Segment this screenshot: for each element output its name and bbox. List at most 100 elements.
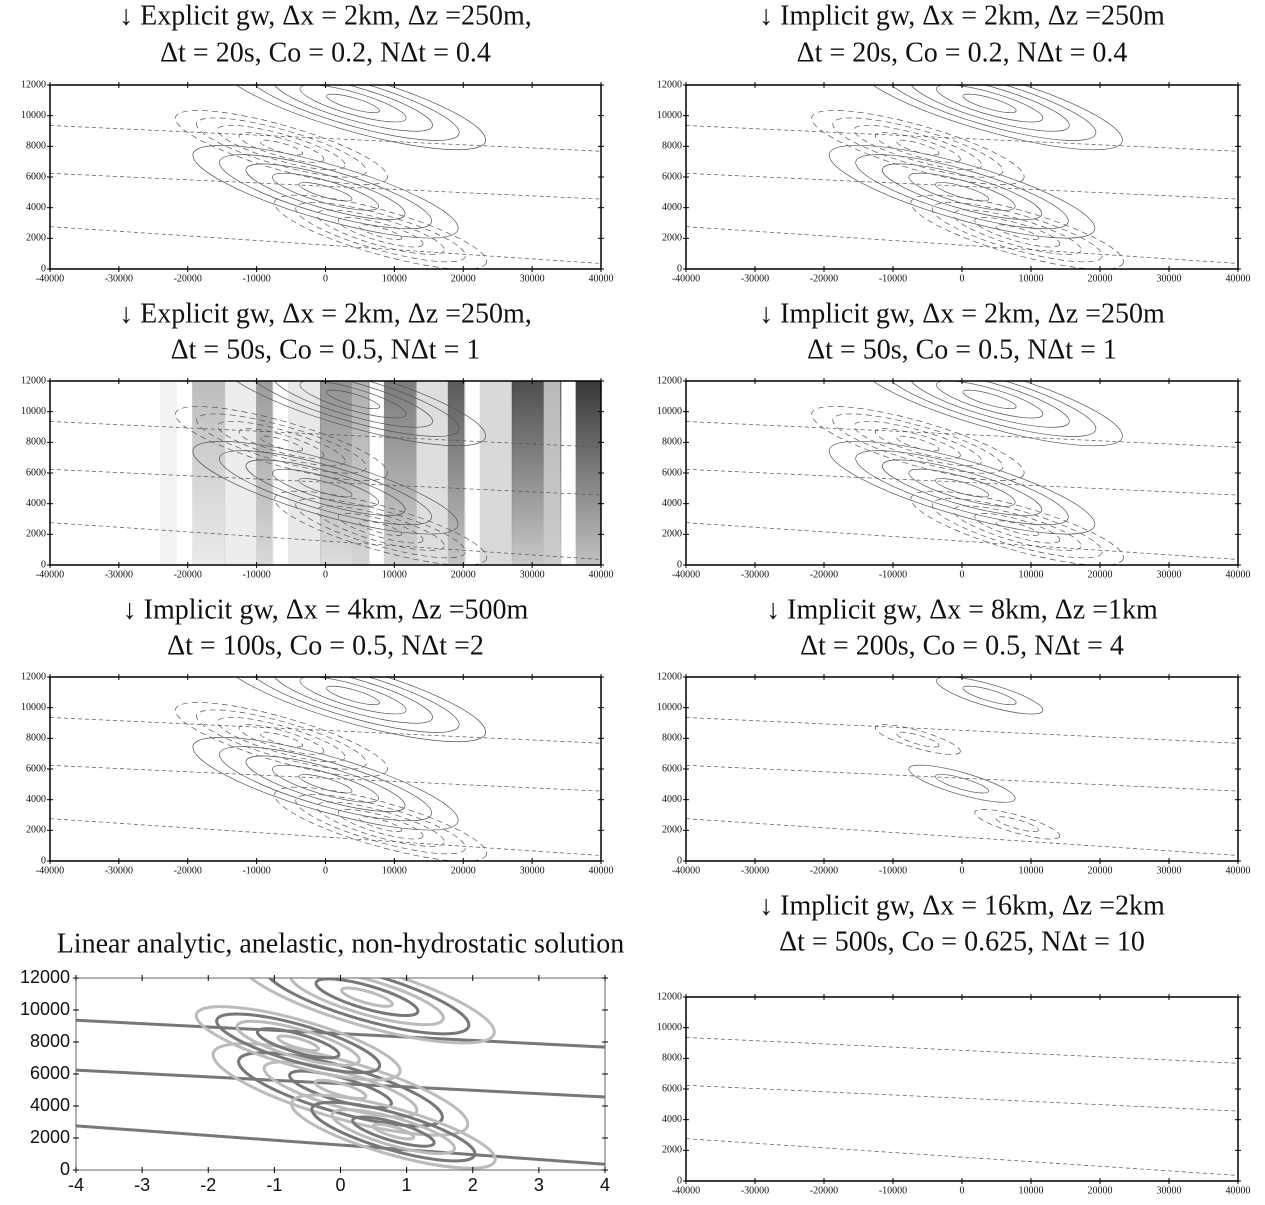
x-tick-label: -2 (200, 1175, 216, 1195)
contour-line (974, 217, 1061, 248)
contour-line (50, 226, 601, 264)
noise-band (383, 381, 417, 565)
y-tick-label: 12000 (20, 967, 70, 987)
contour-line (337, 217, 424, 248)
x-tick-label: -10000 (879, 273, 907, 284)
contour-line (832, 413, 1004, 474)
contour-line (217, 716, 346, 763)
y-tick-label: 0 (677, 1175, 682, 1186)
contour-line (874, 724, 961, 755)
contour-line (316, 209, 445, 255)
x-tick-label: -30000 (105, 569, 133, 580)
contour-line (953, 209, 1082, 255)
y-tick-label: 0 (677, 559, 682, 570)
x-tick-label: -30000 (741, 865, 769, 876)
x-tick-label: 0 (960, 1185, 965, 1196)
contour-line (931, 498, 1103, 559)
contour-line (194, 1005, 402, 1082)
contour-line (245, 163, 406, 220)
contours (686, 677, 1238, 856)
plot-frame (49, 676, 602, 862)
y-tick-label: 10000 (20, 999, 70, 1019)
x-tick-label: -20000 (810, 1185, 838, 1196)
contour-line (245, 459, 406, 516)
y-tick-label: 10000 (657, 1022, 682, 1033)
x-tick-label: -40000 (672, 1185, 700, 1196)
contour-line (881, 163, 1043, 220)
contour-line (174, 110, 388, 185)
x-tick-label: 30000 (1157, 569, 1182, 580)
x-tick-label: 20000 (1088, 569, 1113, 580)
plot-frame (685, 996, 1239, 1182)
contour-line (962, 389, 1017, 410)
x-tick-label: -40000 (672, 273, 700, 284)
contour-line (50, 522, 601, 560)
contour-line (259, 731, 303, 748)
noise-band (575, 381, 601, 565)
panel-title: Δt = 50s, Co = 0.5, NΔt = 1 (171, 334, 481, 365)
y-tick-label: 2000 (26, 825, 46, 836)
y-tick-label: 8000 (662, 733, 682, 744)
x-tick-label: 10000 (1019, 273, 1044, 284)
contour-line (263, 978, 471, 1036)
contour-line (962, 93, 1017, 114)
y-tick-label: 4000 (662, 498, 682, 509)
contour-line (962, 685, 1017, 706)
contour-line (832, 117, 1004, 178)
contour-line (974, 513, 1061, 544)
noise-band (192, 381, 226, 565)
contour-line (76, 1124, 605, 1166)
x-tick-label: 3 (534, 1175, 544, 1195)
x-tick-label: -30000 (741, 273, 769, 284)
contour-line (326, 389, 380, 410)
contour-line (289, 978, 445, 1027)
x-tick-label: 0 (335, 1175, 345, 1195)
x-tick-label: -30000 (741, 569, 769, 580)
contour-line (245, 755, 406, 812)
y-tick-label: 8000 (662, 141, 682, 152)
y-tick-label: 8000 (662, 1053, 682, 1064)
contour-line (855, 154, 1069, 230)
x-tick-label: -10000 (879, 569, 907, 580)
contour-line (855, 450, 1069, 526)
contours (76, 978, 605, 1170)
contours (50, 381, 601, 565)
contour-line (881, 459, 1043, 516)
contour-line (686, 1037, 1238, 1064)
x-tick-label: 20000 (1088, 273, 1113, 284)
x-tick-label: 0 (960, 865, 965, 876)
x-tick-label: -20000 (810, 273, 838, 284)
contour-line (974, 809, 1061, 840)
y-tick-label: 6000 (662, 171, 682, 182)
y-tick-label: 12000 (657, 991, 682, 1002)
y-tick-label: 0 (677, 263, 682, 274)
x-tick-label: -40000 (672, 569, 700, 580)
y-tick-label: 0 (60, 1159, 70, 1179)
contour-line (686, 1084, 1238, 1112)
contour-line (220, 85, 487, 151)
plot-frame (685, 676, 1239, 862)
contour-line (896, 731, 940, 748)
contour-line (337, 809, 424, 840)
contour-line (316, 801, 445, 847)
contour-line (882, 85, 1097, 141)
x-tick-label: -20000 (174, 865, 202, 876)
y-tick-label: 8000 (662, 437, 682, 448)
y-tick-label: 0 (41, 855, 46, 866)
y-tick-label: 4000 (30, 1095, 70, 1115)
contour-line (828, 144, 1096, 239)
panel-title: Δt = 20s, Co = 0.2, NΔt = 0.4 (797, 37, 1128, 68)
x-tick-label: 0 (960, 273, 965, 284)
x-tick-label: -40000 (36, 865, 64, 876)
contour-line (326, 93, 380, 114)
contour-line (936, 85, 1044, 123)
y-tick-label: 2000 (26, 529, 46, 540)
x-tick-label: 0 (960, 569, 965, 580)
plot-frame (685, 380, 1239, 566)
panel-title: Δt = 50s, Co = 0.5, NΔt = 1 (807, 334, 1117, 365)
y-tick-label: 10000 (657, 110, 682, 121)
contour-line (259, 139, 303, 156)
contour-line (274, 490, 488, 565)
x-tick-label: 10000 (1019, 865, 1044, 876)
